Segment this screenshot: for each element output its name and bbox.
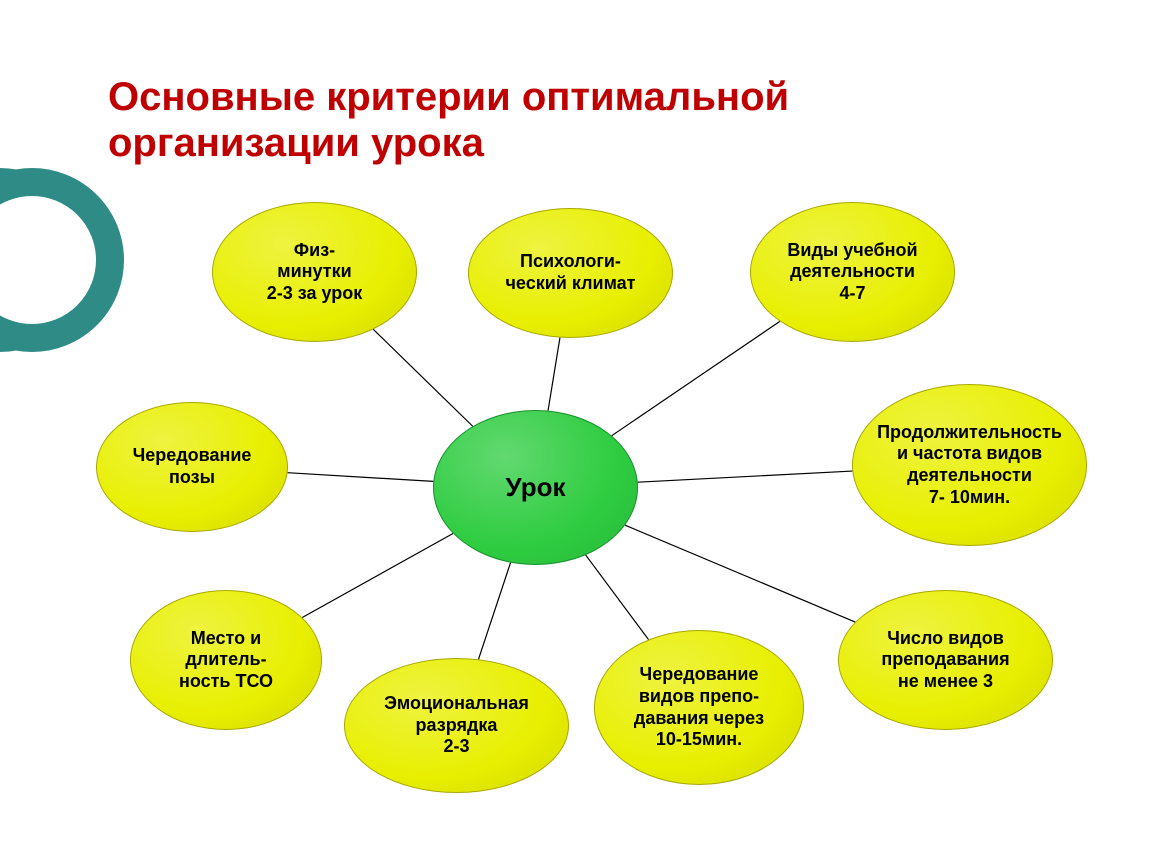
node-alternate: Чередование видов препо- давания через 1… — [594, 630, 804, 785]
node-duration: Продолжительность и частота видов деятел… — [852, 384, 1087, 546]
node-pose: Чередование позы — [96, 402, 288, 532]
node-psych: Психологи- ческий климат — [468, 208, 673, 338]
node-center: Урок — [433, 410, 638, 565]
node-phys: Физ- минутки 2-3 за урок — [212, 202, 417, 342]
node-types: Виды учебной деятельности 4-7 — [750, 202, 955, 342]
node-tso: Место и длитель- ность ТСО — [130, 590, 322, 730]
diagram-container: УрокФиз- минутки 2-3 за урок Психологи- ч… — [0, 0, 1150, 864]
node-count: Число видов преподавания не менее 3 — [838, 590, 1053, 730]
node-emotion: Эмоциональная разрядка 2-3 — [344, 658, 569, 793]
